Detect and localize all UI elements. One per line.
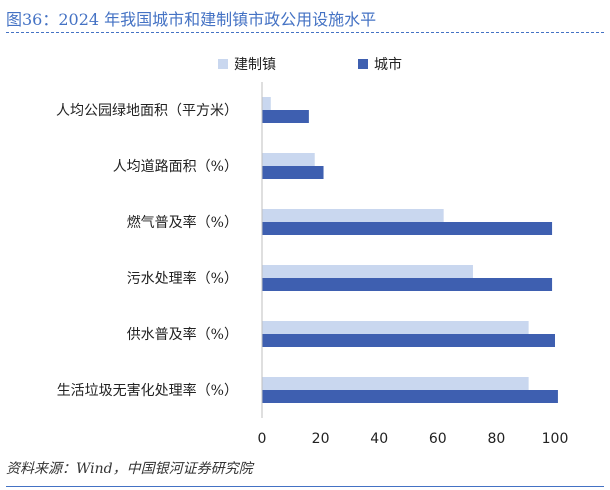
chart-axis: 0 20 40 60 80 100	[258, 82, 569, 447]
bar-city-3	[262, 278, 553, 291]
bar-town-1	[262, 153, 315, 166]
category-label-4: 供水普及率（%）	[127, 326, 238, 343]
legend-label-city: 城市	[374, 56, 402, 73]
category-label-0: 人均公园绿地面积（平方米）	[56, 103, 238, 119]
bar-town-0	[262, 97, 271, 110]
bar-town-5	[262, 377, 529, 390]
x-tick-label-4: 80	[487, 431, 505, 447]
legend-swatch-town	[218, 59, 228, 69]
category-labels: 人均公园绿地面积（平方米） 人均道路面积（%） 燃气普及率（%） 污水处理率（%） 供水…	[56, 103, 238, 399]
x-tick-label-1: 20	[312, 431, 330, 447]
category-label-5: 生活垃圾无害化处理率（%）	[57, 382, 238, 399]
x-tick-label-0: 0	[258, 431, 267, 447]
bar-town-2	[262, 209, 444, 222]
title-divider	[6, 32, 604, 33]
category-label-1: 人均道路面积（%）	[113, 159, 238, 175]
bottom-divider	[6, 486, 604, 487]
chart-legend: 建制镇 城市	[218, 56, 402, 73]
bar-city-0	[262, 110, 309, 123]
legend-swatch-city	[358, 59, 368, 69]
page-title: 图36：2024 年我国城市和建制镇市政公用设施水平	[6, 10, 377, 29]
category-label-2: 燃气普及率（%）	[127, 214, 238, 231]
x-tick-label-5: 100	[542, 431, 569, 447]
category-label-3: 污水处理率（%）	[127, 270, 238, 287]
bar-town-3	[262, 265, 473, 278]
legend-label-town: 建制镇	[234, 57, 276, 73]
chart-bars	[262, 97, 558, 403]
x-tick-label-3: 60	[429, 431, 447, 447]
bar-city-2	[262, 222, 553, 235]
bar-city-5	[262, 390, 558, 403]
x-tick-label-2: 40	[370, 431, 388, 447]
source-note: 资料来源：Wind，中国银河证券研究院	[6, 461, 253, 477]
bar-city-1	[262, 166, 324, 179]
bar-city-4	[262, 334, 555, 347]
bar-town-4	[262, 321, 529, 334]
